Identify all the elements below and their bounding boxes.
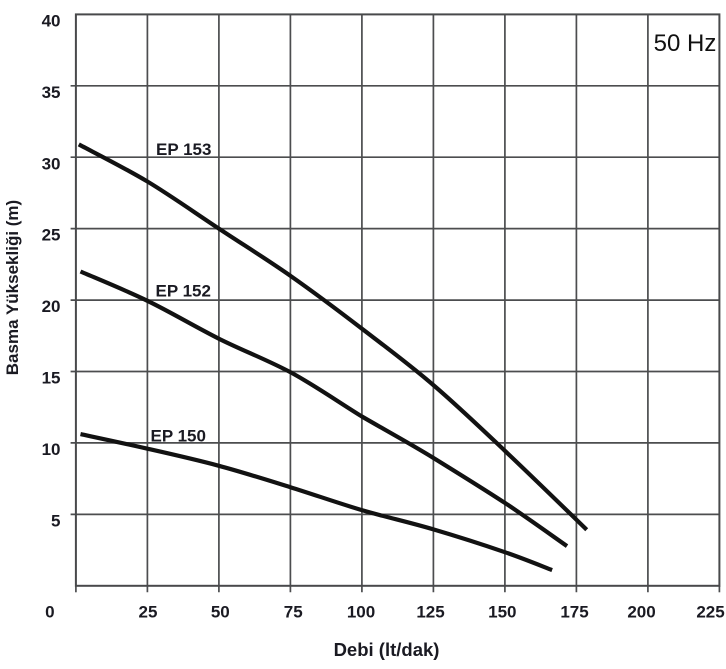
svg-text:25: 25 — [139, 603, 158, 622]
svg-text:40: 40 — [42, 12, 61, 31]
svg-text:50 Hz: 50 Hz — [654, 30, 717, 57]
svg-text:30: 30 — [42, 154, 61, 173]
svg-text:10: 10 — [42, 440, 61, 459]
svg-text:50: 50 — [211, 603, 230, 622]
svg-text:0: 0 — [45, 603, 54, 622]
svg-text:75: 75 — [284, 603, 303, 622]
svg-text:20: 20 — [42, 297, 61, 316]
svg-text:Basma Yüksekliği (m): Basma Yüksekliği (m) — [3, 200, 22, 375]
svg-text:225: 225 — [696, 603, 724, 622]
svg-text:Debi (lt/dak): Debi (lt/dak) — [334, 639, 440, 660]
svg-text:5: 5 — [51, 511, 60, 530]
svg-text:15: 15 — [42, 369, 61, 388]
svg-text:175: 175 — [560, 603, 588, 622]
svg-text:100: 100 — [347, 603, 375, 622]
svg-text:25: 25 — [42, 226, 61, 245]
svg-text:150: 150 — [488, 603, 516, 622]
svg-text:200: 200 — [627, 603, 655, 622]
svg-text:EP 153: EP 153 — [156, 140, 211, 159]
svg-text:EP 152: EP 152 — [156, 282, 211, 301]
svg-text:EP 150: EP 150 — [151, 426, 206, 445]
svg-text:35: 35 — [42, 83, 61, 102]
svg-text:125: 125 — [416, 603, 444, 622]
